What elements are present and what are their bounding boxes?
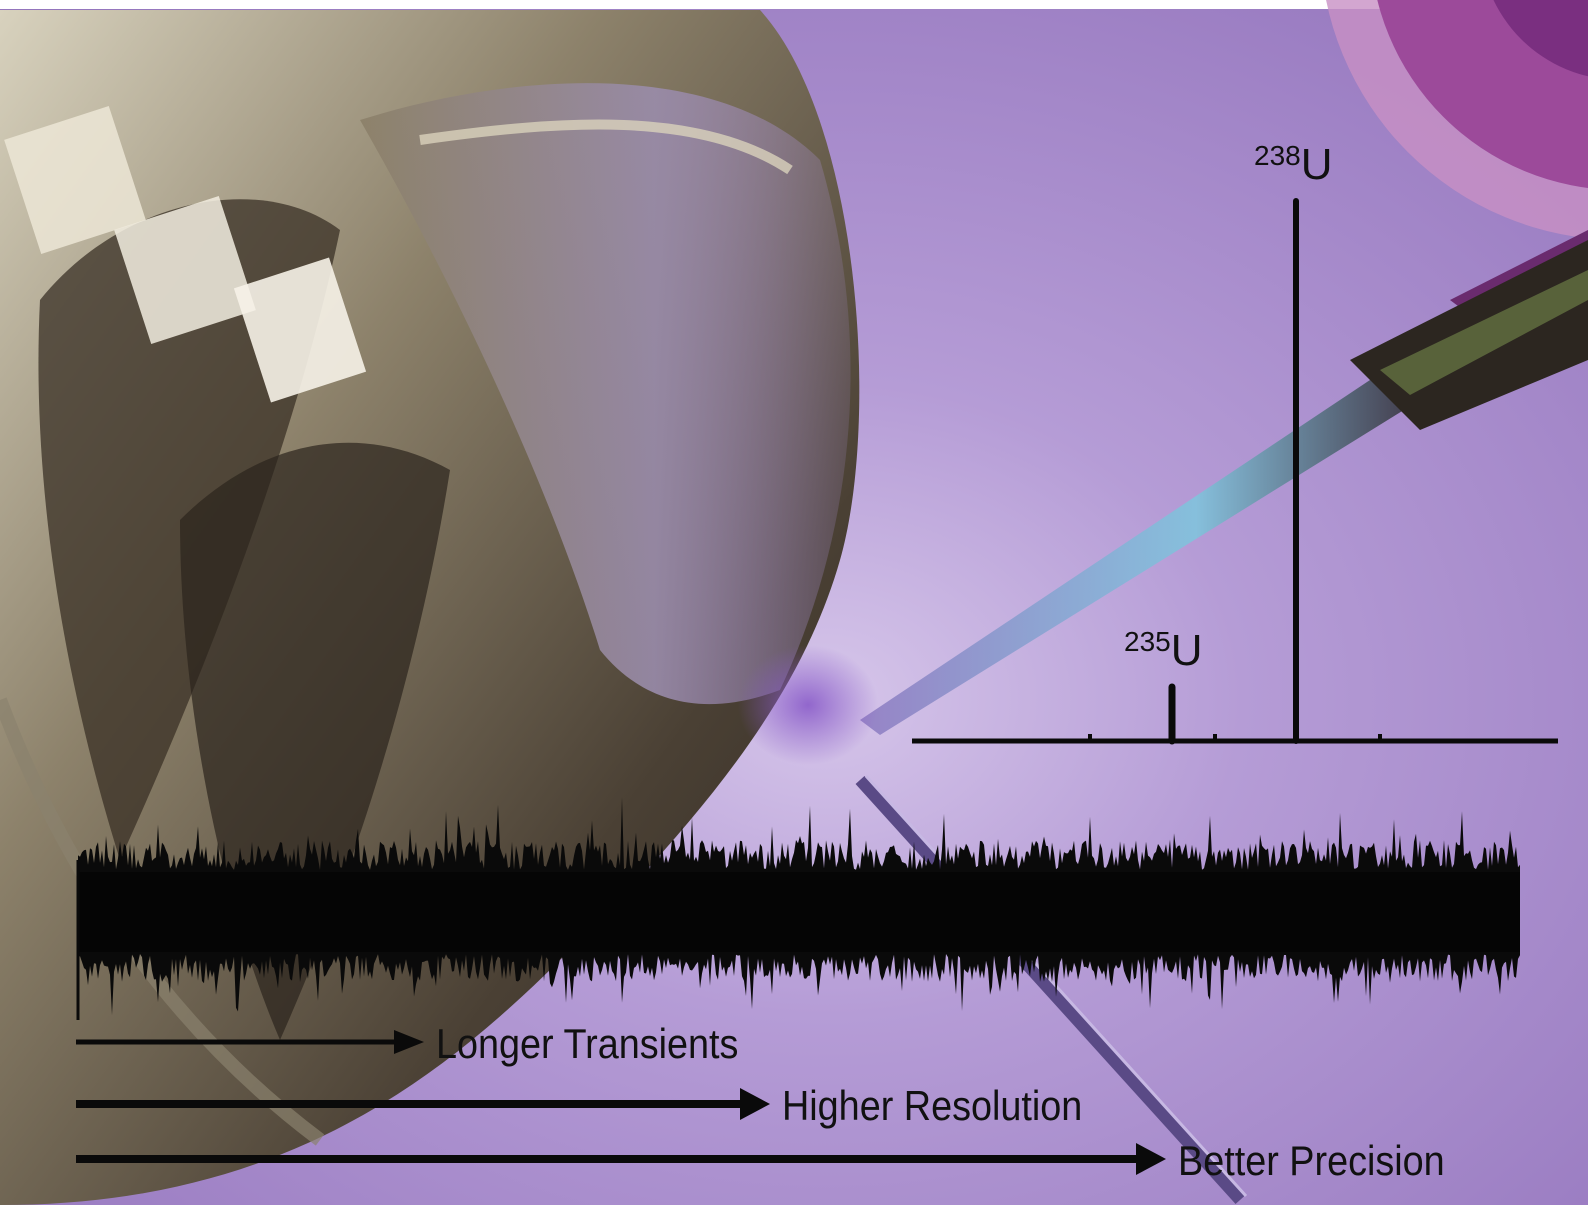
- ion-cloud-glow: [738, 645, 878, 765]
- corner-arcs: [1326, 0, 1588, 360]
- ion-source-needle: [855, 240, 1588, 1205]
- arrow-head-icon: [394, 1030, 424, 1054]
- isotope-element: U: [1171, 626, 1203, 675]
- arrow-label: Longer Transients: [436, 1021, 738, 1067]
- peak-label-238: 238U: [1254, 140, 1333, 189]
- arrow-label: Higher Resolution: [782, 1083, 1082, 1129]
- isotope-mass-number: 235: [1124, 626, 1171, 657]
- arrow-head-icon: [740, 1088, 770, 1120]
- arrow-label: Better Precision: [1178, 1138, 1445, 1184]
- isotope-element: U: [1301, 140, 1333, 189]
- arrow-legend: Longer Transients Higher Resolution Better…: [76, 1021, 1445, 1184]
- isotope-mass-number: 238: [1254, 140, 1301, 171]
- arrow-head-icon: [1136, 1143, 1166, 1175]
- top-border: [0, 0, 1588, 9]
- transient-core: [78, 872, 1520, 952]
- peak-label-235: 235U: [1124, 626, 1203, 675]
- transient-signal: [76, 797, 1520, 1020]
